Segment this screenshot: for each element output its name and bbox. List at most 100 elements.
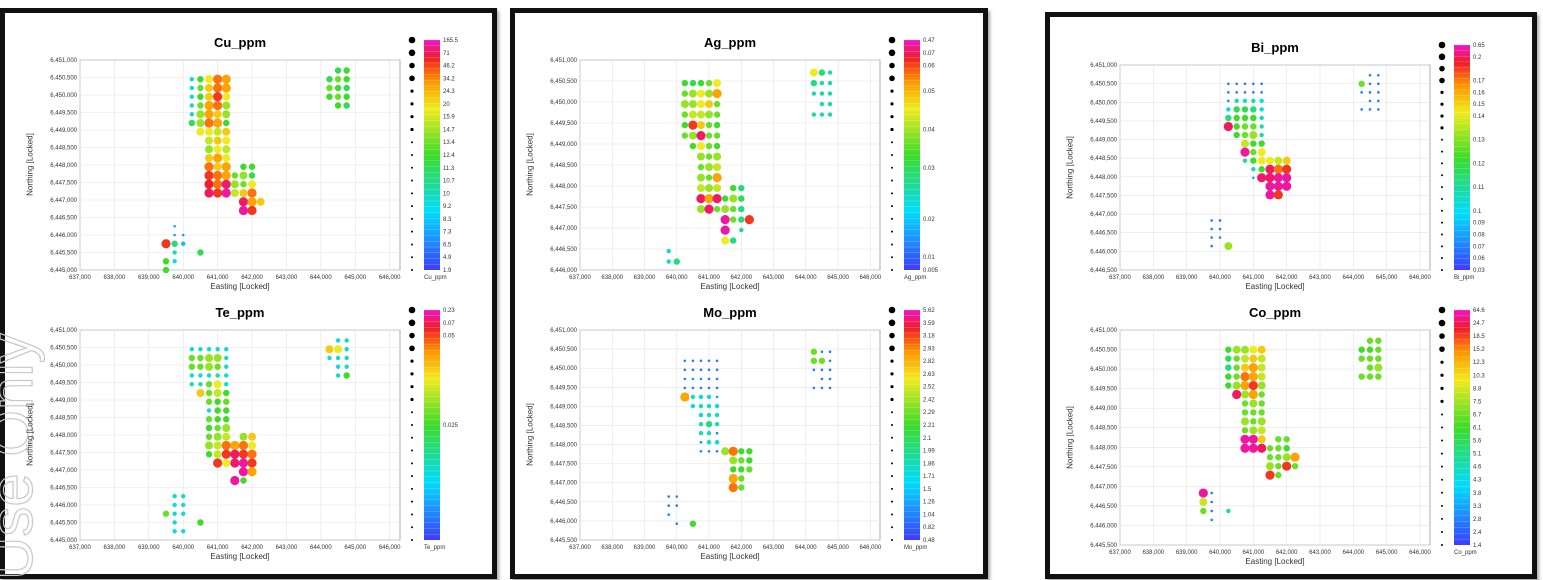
data-point	[1282, 453, 1291, 462]
colorbar-tick-label: 0.09	[1473, 221, 1485, 227]
data-point	[1358, 355, 1365, 362]
data-point	[1291, 462, 1299, 470]
data-point	[1225, 346, 1232, 353]
y-tick-label: 6,446,500	[1090, 268, 1117, 274]
data-point	[1259, 124, 1264, 129]
y-tick-label: 6,450,000	[1090, 367, 1117, 373]
y-tick-label: 6,450,500	[50, 76, 77, 82]
scatter-plot: 637,000 638,000 639,000 640,000 641,000 642,0…	[50, 306, 459, 551]
size-legend-dot	[891, 436, 893, 439]
colorbar-tick-label: 0.08	[1473, 232, 1485, 238]
size-legend-dot	[891, 217, 893, 220]
x-tick-label: 637,000	[69, 275, 91, 281]
y-tick-label: 6,450,500	[1090, 348, 1117, 354]
data-point	[738, 475, 745, 482]
data-point	[181, 511, 186, 516]
data-point	[238, 449, 249, 459]
data-point	[1218, 236, 1222, 239]
data-point	[1210, 491, 1213, 495]
data-point	[1366, 355, 1374, 362]
size-legend-dot	[411, 436, 413, 439]
y-tick-label: 6,449,500	[1090, 119, 1117, 125]
chart-te: Te_ppm 637,000 638,000 639,000 640,000 641,00…	[20, 300, 500, 570]
data-point	[327, 355, 332, 361]
colorbar	[424, 310, 440, 540]
colorbar-tick-label: 0.16	[1473, 90, 1485, 96]
size-legend-dot	[1441, 245, 1443, 248]
data-point	[1223, 121, 1233, 132]
data-point	[1232, 389, 1242, 400]
size-legend-dot	[1440, 399, 1444, 403]
data-point	[197, 249, 204, 256]
data-point	[181, 502, 186, 508]
data-point	[1257, 372, 1266, 381]
data-point	[189, 347, 195, 352]
colorbar-tick-label: 2.1	[923, 436, 932, 442]
data-point	[691, 359, 695, 363]
colorbar-tick-label: 4.3	[1473, 478, 1482, 484]
data-point	[715, 368, 719, 372]
x-tick-label: 638,000	[601, 275, 623, 281]
data-point	[205, 451, 213, 458]
data-point	[204, 170, 214, 181]
data-point	[189, 373, 195, 378]
data-point	[1241, 417, 1249, 426]
data-point	[699, 359, 703, 363]
data-point	[206, 373, 212, 378]
data-point	[683, 368, 687, 372]
colorbar-tick-label: 0.23	[443, 308, 455, 314]
x-axis-label: Easting [Locked]	[1245, 282, 1305, 291]
data-point	[704, 194, 714, 204]
data-point	[196, 110, 205, 119]
data-point	[197, 93, 204, 100]
data-point	[213, 179, 223, 189]
y-tick-label: 6,447,500	[550, 462, 577, 468]
y-tick-label: 6,448,500	[550, 163, 577, 169]
size-legend-dot	[891, 500, 893, 503]
size-legend-dot	[888, 319, 896, 327]
data-point	[343, 102, 350, 109]
y-tick-label: 6,446,500	[1090, 231, 1117, 237]
data-point	[196, 127, 205, 136]
data-point	[221, 440, 231, 451]
colorbar-tick-label: 8.3	[443, 217, 452, 223]
data-point	[705, 420, 713, 428]
data-point	[196, 389, 205, 397]
colorbar-tick-label: 3.8	[1473, 491, 1482, 497]
data-point	[238, 197, 249, 207]
data-point	[344, 364, 349, 369]
size-legend-dot	[891, 179, 893, 182]
chart-mo: Mo_ppm 637,000 638,000 639,000 640,000 641,00…	[520, 300, 980, 570]
y-tick-label: 6,451,000	[1090, 328, 1117, 334]
data-point	[240, 477, 247, 484]
data-point	[827, 70, 833, 75]
data-point	[713, 152, 722, 161]
colorbar-tick-label: 2.82	[923, 359, 935, 365]
data-point	[173, 233, 176, 237]
x-tick-label: 638,000	[104, 545, 126, 551]
data-point	[238, 205, 249, 216]
data-point	[1265, 470, 1275, 480]
data-point	[681, 121, 689, 129]
colorbar-tick-label: 20	[443, 102, 450, 108]
data-point	[213, 441, 222, 450]
data-point	[820, 350, 824, 354]
data-point	[730, 237, 737, 244]
data-point	[335, 338, 341, 343]
y-tick-label: 6,447,000	[50, 468, 77, 474]
data-point	[222, 136, 231, 145]
data-point	[738, 466, 745, 473]
data-point	[1249, 426, 1258, 435]
colorbar-tick-label: 2.21	[923, 423, 935, 429]
data-point	[738, 184, 745, 192]
data-point	[1226, 508, 1231, 514]
colorbar-tick-label: 0.05	[923, 89, 935, 95]
data-point	[204, 118, 214, 128]
data-point	[1232, 345, 1241, 354]
data-point	[224, 382, 229, 387]
y-tick-label: 6,448,000	[550, 443, 577, 449]
colorbar-tick-label: 165.5	[443, 38, 459, 44]
colorbar-tick-label: 24.3	[443, 89, 455, 95]
size-legend-dot	[891, 462, 893, 465]
y-tick-label: 6,445,500	[1090, 543, 1117, 549]
